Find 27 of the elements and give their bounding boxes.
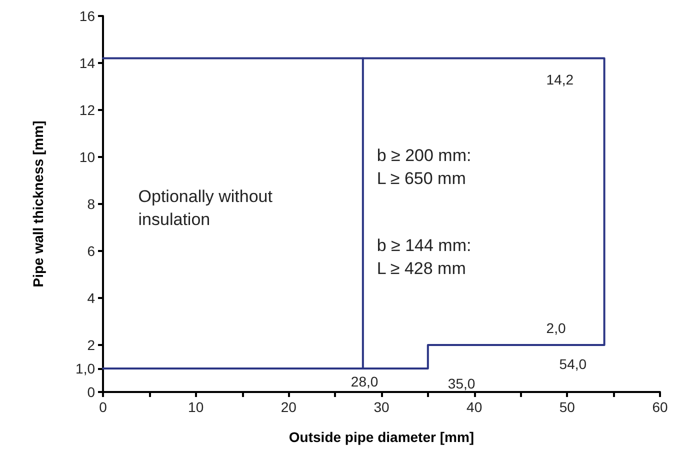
y-tick-label: 2 (87, 337, 96, 353)
annotation: 35,0 (448, 376, 476, 392)
y-tick-label: 16 (79, 8, 96, 24)
x-tick-label: 0 (99, 399, 108, 415)
annotation: Optionally without insulation (138, 187, 273, 230)
annotation: 14,2 (546, 71, 574, 88)
y-tick-label: 1,0 (76, 360, 96, 376)
x-axis-title: Outside pipe diameter [mm] (288, 429, 474, 445)
x-tick-label: 20 (280, 399, 297, 415)
y-tick-label: 12 (79, 102, 96, 118)
annotation: b ≥ 144 mm: L ≥ 428 mm (376, 236, 472, 278)
y-tick-label: 10 (79, 149, 96, 165)
annotation: 54,0 (559, 356, 587, 372)
y-tick-label: 0 (87, 384, 96, 400)
x-tick-label: 30 (374, 399, 390, 415)
y-tick-label: 8 (87, 196, 96, 212)
x-tick-label: 60 (652, 399, 668, 415)
annotation: b ≥ 200 mm: L ≥ 650 mm (376, 146, 472, 188)
y-tick-label: 14 (79, 55, 96, 71)
annotation: 28,0 (350, 374, 378, 390)
y-tick-label: 4 (87, 290, 96, 306)
x-tick-label: 50 (559, 399, 576, 415)
y-tick-label: 6 (87, 243, 96, 259)
x-tick-label: 10 (188, 399, 204, 415)
x-tick-label: 40 (466, 399, 482, 415)
y-axis-title: Pipe wall thickness [mm] (30, 120, 46, 288)
annotation: 2,0 (546, 320, 566, 336)
